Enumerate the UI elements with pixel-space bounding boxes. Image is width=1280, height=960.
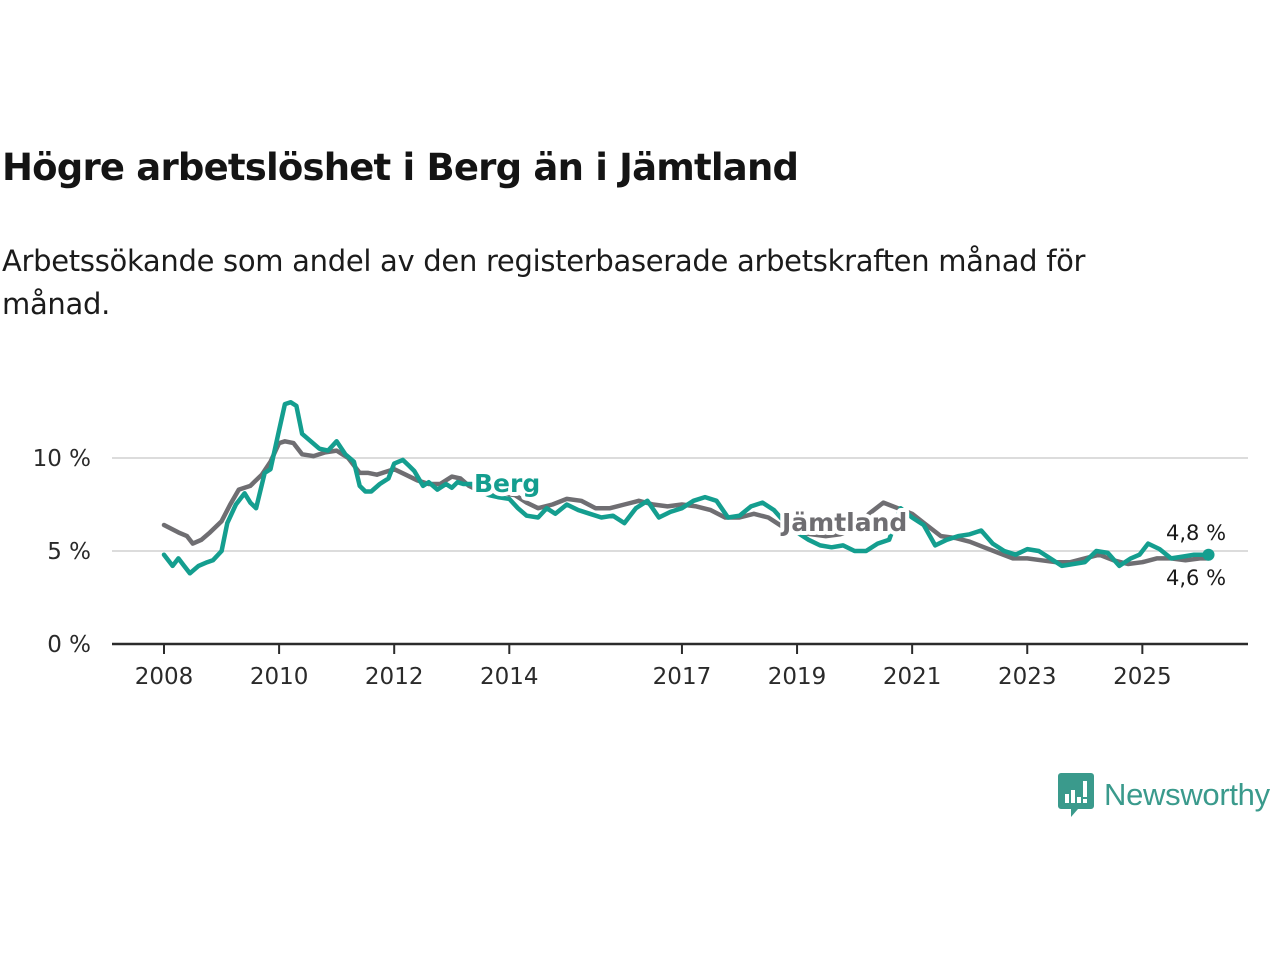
y-tick-label: 10 %	[33, 446, 91, 472]
series-line-jmtland	[161, 439, 1211, 567]
series-label-berg: Berg	[474, 469, 540, 498]
series-end-marker	[1202, 548, 1215, 561]
series-line-berg	[161, 399, 1211, 576]
series-label-jamtland: Jämtland	[780, 508, 907, 537]
x-tick-label: 2010	[250, 664, 309, 690]
x-tick-label: 2014	[480, 664, 539, 690]
chart-subtitle: Arbetssökande som andel av den registerb…	[2, 244, 1086, 321]
end-value-jamtland: 4,6 %	[1166, 566, 1226, 590]
line-chart: 0 %5 %10 % 2008 2010 2012 2014 2017 2019 2021 2…	[33, 399, 1248, 690]
x-tick-label: 2025	[1113, 664, 1172, 690]
end-value-berg: 4,8 %	[1166, 521, 1226, 545]
y-tick-label: 0 %	[47, 632, 91, 658]
chart-title: Högre arbetslöshet i Berg än i Jämtland	[2, 146, 799, 189]
x-tick-label: 2012	[365, 664, 424, 690]
x-tick-label: 2008	[135, 664, 194, 690]
newsworthy-logo-icon	[1058, 773, 1094, 817]
x-axis: 2008 2010 2012 2014 2017 2019 2021 2023 2025	[112, 642, 1248, 690]
series-lines	[161, 399, 1215, 576]
y-axis-ticks: 0 % 5 % 10 %	[33, 446, 91, 658]
x-tick-label: 2021	[883, 664, 942, 690]
x-tick-label: 2019	[768, 664, 827, 690]
brand-name: Newsworthy	[1104, 777, 1270, 812]
x-tick-label: 2017	[653, 664, 712, 690]
series-labels: Berg Jämtland 4,8 % 4,6 %	[470, 465, 1226, 590]
gridlines	[112, 457, 1248, 552]
brand-logo: Newsworthy	[1058, 773, 1270, 817]
y-tick-label: 5 %	[47, 539, 91, 565]
x-tick-label: 2023	[998, 664, 1057, 690]
